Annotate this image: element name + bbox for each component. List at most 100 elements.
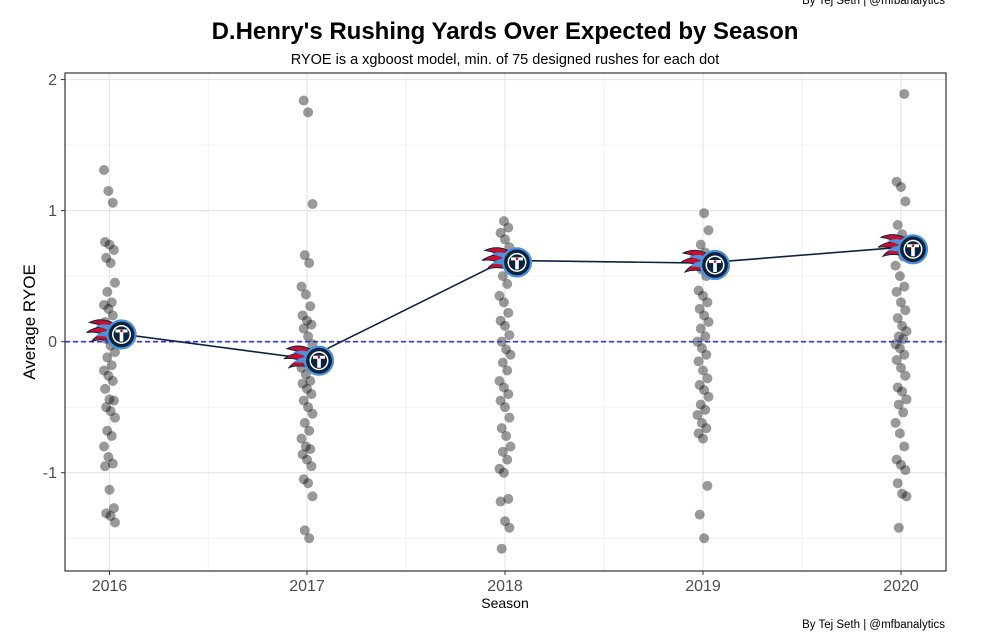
data-point (503, 222, 514, 233)
data-point (900, 465, 911, 476)
data-point (307, 491, 318, 502)
data-point (498, 297, 509, 308)
y-tick-label: -1 (43, 465, 57, 482)
data-point (900, 370, 911, 381)
logo-star (713, 260, 717, 263)
data-point (102, 352, 113, 363)
data-point (893, 522, 904, 533)
data-point (304, 533, 315, 544)
data-point (696, 417, 707, 428)
data-point (495, 395, 506, 406)
data-point (694, 303, 705, 314)
data-point (296, 433, 307, 444)
data-point (901, 326, 912, 337)
data-point (893, 399, 904, 410)
data-point (302, 454, 312, 465)
data-point (700, 331, 711, 342)
data-point (106, 360, 117, 371)
data-point (500, 320, 510, 331)
data-point (695, 239, 706, 250)
data-point (306, 389, 317, 400)
data-point (897, 386, 908, 397)
y-tick-label: 2 (48, 72, 57, 89)
data-point (296, 281, 307, 292)
data-point (893, 331, 904, 342)
y-tick-label: 0 (48, 334, 57, 351)
data-point (101, 508, 112, 519)
data-point (100, 383, 111, 394)
data-point (702, 297, 713, 308)
y-tick-label: 1 (48, 203, 57, 220)
data-point (703, 391, 714, 402)
data-points (99, 88, 912, 554)
data-point (110, 347, 120, 358)
data-point (102, 286, 113, 297)
titans-logo-marker (679, 249, 731, 281)
data-point (496, 543, 507, 554)
data-point (890, 260, 901, 271)
data-point (106, 431, 117, 442)
data-point (298, 474, 309, 485)
data-point (306, 319, 317, 330)
logo-t (511, 257, 523, 270)
data-point (101, 252, 112, 263)
data-point (105, 406, 116, 417)
data-point (698, 433, 708, 444)
logo-star (515, 257, 519, 261)
x-tick-label: 2017 (289, 578, 325, 595)
data-point (103, 303, 114, 314)
data-point (102, 425, 113, 436)
data-point (497, 357, 508, 368)
data-point (899, 349, 910, 360)
data-point (891, 176, 902, 187)
data-point (299, 417, 310, 428)
data-point (108, 395, 119, 406)
y-axis-title: Average RYOE (20, 264, 39, 380)
data-point (500, 516, 510, 527)
data-point (894, 343, 905, 354)
data-point (894, 428, 905, 439)
data-point (901, 491, 912, 502)
data-point (305, 375, 316, 386)
data-point (297, 449, 308, 460)
data-point (899, 281, 910, 292)
data-point (498, 382, 509, 393)
data-point (891, 286, 902, 297)
data-point (699, 385, 710, 396)
data-point (105, 510, 116, 521)
data-point (297, 378, 308, 389)
data-point (106, 297, 117, 308)
data-point (298, 95, 309, 106)
data-point (896, 297, 906, 308)
data-point (699, 208, 710, 219)
data-point (305, 444, 316, 455)
data-point (503, 307, 514, 318)
data-point (99, 441, 109, 452)
titans-logo-marker (283, 345, 335, 376)
data-point (694, 509, 705, 520)
data-point (692, 410, 703, 421)
data-point (110, 277, 120, 288)
data-point (99, 299, 109, 310)
data-point (495, 315, 506, 326)
data-point (899, 88, 910, 99)
data-point (896, 459, 906, 470)
data-point (108, 503, 119, 514)
data-point (304, 258, 315, 269)
data-point (502, 365, 513, 376)
data-point (101, 402, 112, 413)
data-point (498, 467, 509, 478)
logo-t (709, 260, 721, 273)
data-point (701, 423, 712, 434)
x-tick-label: 2016 (92, 578, 128, 595)
data-point (896, 182, 906, 193)
data-point (299, 250, 310, 261)
data-point (104, 239, 115, 250)
data-point (496, 423, 507, 434)
data-point (104, 394, 115, 405)
data-point (108, 244, 119, 255)
chart-caption-top: By Tej Seth | @mfbanalytics (802, 0, 945, 7)
data-point (892, 382, 903, 393)
data-point (703, 317, 714, 327)
data-point (110, 412, 120, 423)
